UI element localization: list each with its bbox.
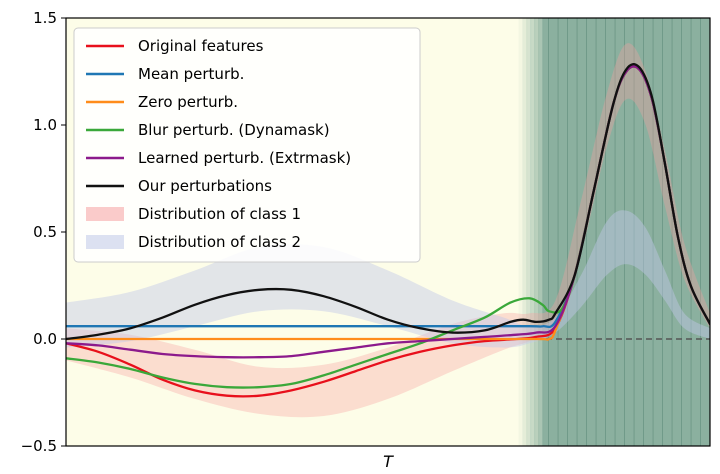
legend-swatch-distribution-of-class-1	[86, 207, 124, 221]
legend-label-distribution-of-class-1: Distribution of class 1	[138, 205, 301, 223]
series-lines	[66, 63, 710, 398]
legend-label-distribution-of-class-2: Distribution of class 2	[138, 233, 301, 251]
highlight-fade-strip	[538, 18, 544, 446]
y-tick-label: 1.0	[33, 116, 57, 134]
legend-label-our-perturbations: Our perturbations	[138, 177, 272, 195]
y-tick-label: −0.5	[21, 437, 57, 455]
series-line-our-perturbations	[66, 63, 710, 341]
legend-label-zero-perturb: Zero perturb.	[138, 93, 238, 111]
band-class-1	[66, 43, 710, 418]
legend-label-learned-perturb-extrmask: Learned perturb. (Extrmask)	[138, 149, 351, 167]
y-tick-label: 0.5	[33, 223, 57, 241]
highlight-fade-strip	[530, 18, 536, 446]
highlight-fade-strip	[518, 18, 524, 446]
legend-label-blur-perturb-dynamask: Blur perturb. (Dynamask)	[138, 121, 330, 139]
legend-box	[73, 27, 421, 263]
distribution-bands	[66, 43, 710, 418]
legend-swatch-distribution-of-class-2	[86, 235, 124, 249]
x-axis-label: T	[383, 452, 394, 471]
highlight-fade-strip	[534, 18, 540, 446]
highlight-fade-strip	[522, 18, 528, 446]
band-class-2	[66, 210, 710, 348]
legend-label-mean-perturb: Mean perturb.	[138, 65, 244, 83]
highlight-fade-strip	[526, 18, 532, 446]
highlight-region-fill	[542, 18, 710, 446]
legend: Original features Mean perturb. Zero pertu…	[73, 27, 421, 263]
y-tick-label: 0.0	[33, 330, 57, 348]
legend-label-original-features: Original features	[138, 37, 264, 55]
y-axis: −0.5 0.0 0.5 1.0 1.5	[21, 9, 66, 455]
highlight-region	[518, 18, 710, 446]
y-tick-label: 1.5	[33, 9, 57, 27]
